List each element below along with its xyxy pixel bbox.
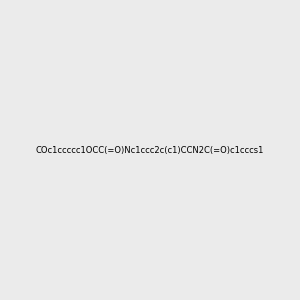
Text: COc1ccccc1OCC(=O)Nc1ccc2c(c1)CCN2C(=O)c1cccs1: COc1ccccc1OCC(=O)Nc1ccc2c(c1)CCN2C(=O)c1… (36, 146, 264, 154)
